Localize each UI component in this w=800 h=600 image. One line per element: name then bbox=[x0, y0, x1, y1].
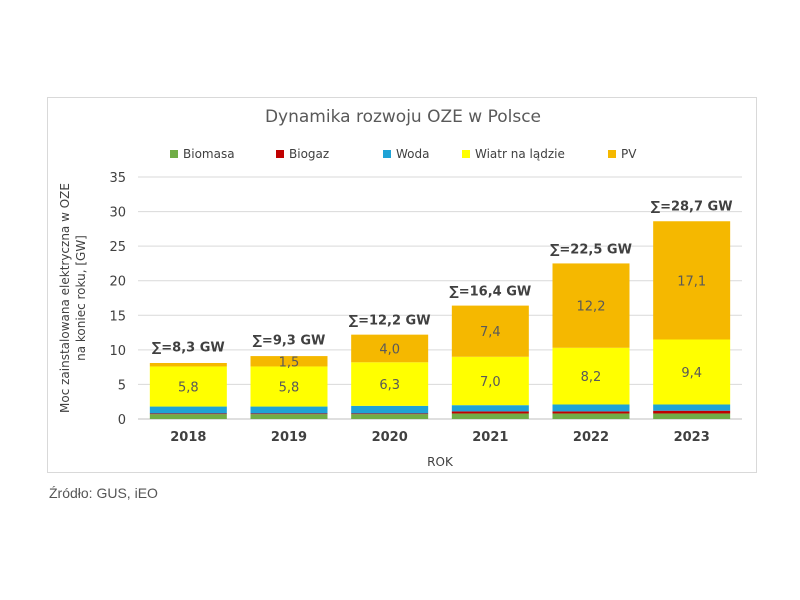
bar-segment-0-1 bbox=[149, 413, 227, 415]
y-tick-label-0: 0 bbox=[118, 413, 126, 428]
data-label-2-3: 6,3 bbox=[379, 378, 400, 393]
bar-segment-4-1 bbox=[552, 411, 630, 414]
bar-segment-0-3 bbox=[149, 366, 227, 407]
bar-segment-1-1 bbox=[250, 413, 328, 415]
y-tick-label-6: 30 bbox=[109, 206, 126, 221]
bar-segment-3-4 bbox=[451, 305, 529, 357]
bar-segment-5-0 bbox=[653, 413, 731, 419]
bar-segment-4-2 bbox=[552, 404, 630, 412]
chart-svg: Dynamika rozwoju OZE w Polsce Biomasa Biog… bbox=[58, 107, 742, 469]
x-tick-label-1: 2019 bbox=[271, 430, 307, 445]
bar-segment-5-4 bbox=[653, 221, 731, 340]
y-tick-label-1: 5 bbox=[118, 378, 126, 393]
y-axis-title-line-1: Moc zainstalowana elektryczna w OZE bbox=[58, 183, 72, 413]
x-tick-label-0: 2018 bbox=[170, 430, 206, 445]
bar-segment-2-3 bbox=[351, 362, 429, 406]
data-label-1-4: 1,5 bbox=[279, 355, 300, 370]
bar-segment-4-0 bbox=[552, 413, 630, 419]
y-tick-label-7: 35 bbox=[109, 171, 126, 186]
data-label-4-3: 8,2 bbox=[581, 370, 602, 385]
legend-label-1: Biogaz bbox=[289, 147, 329, 161]
data-label-1-3: 5,8 bbox=[279, 381, 300, 396]
legend-label-2: Woda bbox=[396, 147, 429, 161]
bar-segment-2-4 bbox=[351, 334, 429, 363]
total-label-1: ∑=9,3 GW bbox=[253, 334, 326, 349]
legend-marker-0 bbox=[170, 150, 178, 158]
data-label-0-3: 5,8 bbox=[178, 381, 199, 396]
legend-label-0: Biomasa bbox=[183, 147, 235, 161]
bar-segment-2-2 bbox=[351, 405, 429, 414]
bar-segment-4-4 bbox=[552, 263, 630, 348]
bar-segment-3-3 bbox=[451, 356, 529, 406]
total-label-2: ∑=12,2 GW bbox=[349, 314, 431, 329]
data-label-4-4: 12,2 bbox=[577, 300, 606, 315]
total-label-5: ∑=28,7 GW bbox=[651, 200, 733, 215]
data-label-3-3: 7,0 bbox=[480, 375, 501, 390]
y-tick-label-4: 20 bbox=[109, 275, 126, 290]
bar-segment-3-2 bbox=[451, 405, 529, 412]
bar-segment-2-0 bbox=[351, 414, 429, 419]
bar-segment-5-1 bbox=[653, 410, 731, 414]
legend-label-3: Wiatr na lądzie bbox=[475, 147, 565, 161]
x-tick-label-5: 2023 bbox=[674, 430, 710, 445]
y-tick-label-5: 25 bbox=[109, 240, 126, 255]
total-label-3: ∑=16,4 GW bbox=[449, 285, 531, 300]
bar-segment-1-0 bbox=[250, 414, 328, 419]
legend-marker-3 bbox=[462, 150, 470, 158]
bar-segment-1-3 bbox=[250, 366, 328, 407]
bar-segment-3-1 bbox=[451, 411, 529, 414]
legend-label-4: PV bbox=[621, 147, 637, 161]
bar-segment-4-3 bbox=[552, 347, 630, 405]
legend-marker-4 bbox=[608, 150, 616, 158]
x-tick-label-3: 2021 bbox=[472, 430, 508, 445]
chart-container: Dynamika rozwoju OZE w Polsce Biomasa Biog… bbox=[47, 97, 757, 473]
y-tick-label-2: 10 bbox=[109, 344, 126, 359]
x-tick-label-4: 2022 bbox=[573, 430, 609, 445]
y-tick-label-3: 15 bbox=[109, 309, 126, 324]
bar-segment-0-4 bbox=[149, 362, 227, 367]
y-axis-title-line-2: na koniec roku, [GW] bbox=[74, 235, 88, 361]
chart-title: Dynamika rozwoju OZE w Polsce bbox=[265, 107, 541, 127]
data-label-5-3: 9,4 bbox=[681, 366, 702, 381]
legend-marker-2 bbox=[383, 150, 391, 158]
bar-segment-0-2 bbox=[149, 406, 227, 414]
bar-segment-3-0 bbox=[451, 413, 529, 419]
bar-segment-1-2 bbox=[250, 406, 328, 414]
data-label-3-4: 7,4 bbox=[480, 325, 501, 340]
total-label-4: ∑=22,5 GW bbox=[550, 242, 632, 257]
source-note: Źródło: GUS, iEO bbox=[49, 485, 158, 501]
data-label-5-4: 17,1 bbox=[677, 274, 706, 289]
bar-segment-2-1 bbox=[351, 413, 429, 415]
data-label-2-4: 4,0 bbox=[379, 342, 400, 357]
bar-segment-0-0 bbox=[149, 414, 227, 419]
total-label-0: ∑=8,3 GW bbox=[152, 341, 225, 356]
x-tick-label-2: 2020 bbox=[372, 430, 408, 445]
bar-segment-1-4 bbox=[250, 356, 328, 367]
bar-segment-5-3 bbox=[653, 339, 731, 405]
x-axis-title: ROK bbox=[427, 455, 454, 469]
bar-segment-5-2 bbox=[653, 404, 731, 411]
legend-marker-1 bbox=[276, 150, 284, 158]
